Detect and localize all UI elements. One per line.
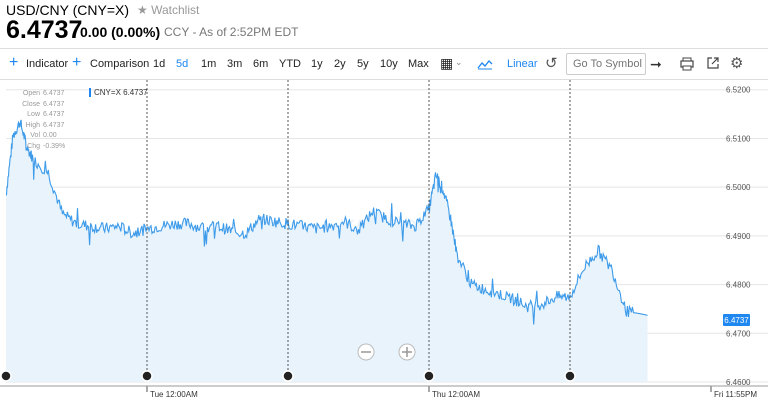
event-marker[interactable] <box>423 370 435 382</box>
zoom-in-button[interactable] <box>398 343 416 361</box>
range-2y[interactable]: 2y <box>334 58 346 70</box>
symbol-title: USD/CNY (CNY=X) <box>6 2 130 18</box>
gear-icon[interactable]: ⚙ <box>730 55 744 72</box>
watchlist-label: Watchlist <box>151 3 200 17</box>
event-marker[interactable] <box>0 370 12 382</box>
event-marker[interactable] <box>141 370 153 382</box>
watchlist-button[interactable]: ★ Watchlist <box>137 3 199 17</box>
plus-icon[interactable]: + <box>72 54 82 71</box>
star-icon: ★ <box>137 3 148 17</box>
last-price-label: 6.4737 <box>724 316 749 325</box>
ohlc-row: High 6.4737 <box>25 121 65 129</box>
zoom-out-button[interactable] <box>357 343 375 361</box>
expand-icon[interactable] <box>706 56 720 70</box>
event-marker[interactable] <box>282 370 294 382</box>
ohlc-panel: Open 6.4737 Close 6.4737 Low 6.4737 High 6.4… <box>14 89 65 152</box>
scale-linear-button[interactable]: Linear <box>507 58 538 70</box>
goto-symbol-input[interactable] <box>566 53 646 75</box>
event-marker[interactable] <box>564 370 576 382</box>
comparison-button[interactable]: Comparison <box>90 58 150 70</box>
range-5y[interactable]: 5y <box>357 58 369 70</box>
y-tick-label: 6.5100 <box>726 134 751 143</box>
chart-area[interactable]: YAHOO! FINANCE 6.52006.51006.50006.49006… <box>0 80 768 410</box>
y-tick-label: 6.5000 <box>726 183 751 192</box>
range-10y[interactable]: 10y <box>380 58 398 70</box>
ohlc-row: Open 6.4737 <box>22 90 65 97</box>
arrow-right-icon[interactable]: ➞ <box>650 56 662 72</box>
plus-icon[interactable]: + <box>9 54 19 71</box>
price-area-fill <box>6 119 648 383</box>
ohlc-row: Chg -0.39% <box>27 142 66 150</box>
y-tick-label: 6.4700 <box>726 329 751 338</box>
line-chart-icon[interactable] <box>477 58 493 70</box>
chart-toolbar: + Indicator + Comparison 1d 5d 1m 3m 6m … <box>0 48 768 80</box>
series-legend-label: CNY=X 6.4737 <box>94 88 148 97</box>
range-6m[interactable]: 6m <box>253 58 269 70</box>
ohlc-row: Low 6.4737 <box>27 111 65 118</box>
print-icon[interactable] <box>680 57 694 71</box>
price-chart[interactable]: YAHOO! FINANCE 6.52006.51006.50006.49006… <box>0 80 768 410</box>
y-tick-label: 6.5200 <box>726 86 751 95</box>
indicator-button[interactable]: Indicator <box>26 58 69 70</box>
calendar-icon[interactable]: ▦ <box>440 55 454 71</box>
undo-icon[interactable]: ↺ <box>545 55 558 72</box>
series-color-swatch <box>89 88 91 98</box>
ohlc-row: Close 6.4737 <box>22 100 65 108</box>
ohlc-row: Vol 0.00 <box>30 132 57 139</box>
chevron-down-icon[interactable]: ⌄ <box>455 57 463 67</box>
as-of-timestamp: CCY - As of 2:52PM EDT <box>164 25 299 39</box>
range-1d[interactable]: 1d <box>153 58 166 70</box>
price-line <box>5 119 648 325</box>
range-3m[interactable]: 3m <box>227 58 243 70</box>
range-max[interactable]: Max <box>408 58 429 70</box>
series-legend: CNY=X 6.4737 <box>89 88 148 98</box>
range-1m[interactable]: 1m <box>201 58 217 70</box>
range-ytd[interactable]: YTD <box>279 58 301 70</box>
range-1y[interactable]: 1y <box>311 58 323 70</box>
current-price: 6.4737 <box>6 16 83 44</box>
last-price-tag <box>723 314 750 326</box>
price-change: 0.00 (0.00%) <box>80 24 161 40</box>
x-tick-label: Fri 11:55PM <box>714 390 757 399</box>
x-tick-label: Tue 12:00AM <box>150 390 198 399</box>
y-tick-label: 6.4800 <box>726 281 751 290</box>
x-tick-label: Thu 12:00AM <box>432 390 480 399</box>
y-tick-label: 6.4600 <box>726 378 751 387</box>
range-5d[interactable]: 5d <box>176 58 189 70</box>
y-tick-label: 6.4900 <box>726 232 751 241</box>
